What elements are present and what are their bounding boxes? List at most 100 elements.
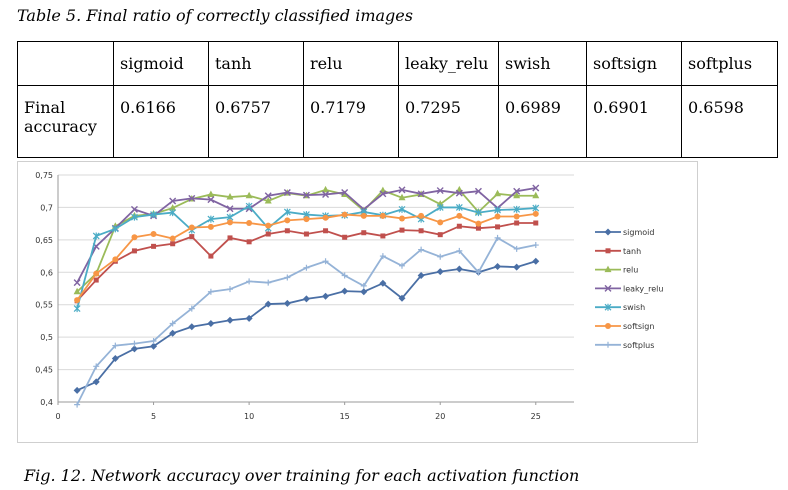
data-point-tanh — [246, 239, 252, 245]
legend-marker — [604, 303, 612, 311]
table-row: Final accuracy 0.6166 0.6757 0.7179 0.72… — [17, 85, 778, 158]
series-line-softplus — [76, 236, 536, 405]
data-point-softplus — [494, 234, 501, 241]
value-cell-tanh: 0.6757 — [208, 85, 304, 158]
data-point-leaky-relu — [417, 190, 425, 198]
data-point-softsign — [207, 223, 214, 230]
data-point-relu — [245, 191, 253, 199]
data-point-leaky-relu — [130, 205, 138, 213]
value-cell-leaky-relu: 0.7295 — [398, 85, 499, 158]
legend-marker — [604, 228, 612, 236]
data-point-softplus — [265, 279, 272, 286]
data-point-sigmoid — [264, 300, 272, 308]
data-point-swish — [455, 203, 463, 211]
x-tick-label: 20 — [435, 412, 445, 421]
data-point-softsign — [494, 213, 501, 220]
data-point-swish — [436, 203, 444, 211]
data-point-sigmoid — [532, 257, 540, 265]
data-point-softplus — [227, 286, 233, 293]
data-point-sigmoid — [398, 294, 406, 302]
data-point-sigmoid — [494, 262, 502, 270]
data-point-sigmoid — [379, 279, 387, 287]
legend-item-softplus: softplus — [595, 341, 654, 350]
y-tick-label: 0,7 — [40, 203, 53, 212]
data-point-tanh — [342, 234, 348, 240]
header-cell-softplus: softplus — [681, 41, 778, 86]
data-point-softplus — [532, 242, 539, 249]
data-point-softsign — [341, 211, 348, 218]
data-point-sigmoid — [226, 316, 234, 324]
data-point-softplus — [169, 320, 176, 327]
legend-label: softplus — [623, 341, 654, 350]
data-point-relu — [73, 287, 81, 295]
data-point-swish — [150, 211, 157, 219]
data-point-softsign — [456, 212, 463, 219]
legend-item-swish: swish — [595, 303, 645, 312]
value-cell-softsign: 0.6901 — [586, 85, 682, 158]
data-point-relu — [513, 191, 521, 199]
header-cell-tanh: tanh — [208, 41, 304, 86]
data-point-softplus — [437, 253, 444, 260]
data-point-tanh — [93, 277, 99, 283]
data-point-swish — [475, 209, 482, 217]
legend-marker — [605, 248, 611, 254]
data-point-leaky-relu — [436, 187, 444, 195]
data-point-leaky-relu — [73, 279, 81, 287]
data-point-swish — [73, 305, 81, 313]
data-point-leaky-relu — [455, 189, 463, 197]
data-point-swish — [532, 204, 540, 212]
data-point-softplus — [188, 305, 195, 312]
data-point-sigmoid — [455, 265, 463, 273]
series-swish — [73, 202, 540, 313]
data-point-relu — [398, 193, 406, 201]
data-point-softsign — [74, 297, 81, 304]
data-point-softsign — [360, 212, 367, 219]
data-point-softsign — [513, 213, 520, 220]
data-point-softsign — [246, 219, 253, 226]
legend-label: tanh — [623, 247, 641, 256]
data-point-sigmoid — [302, 295, 310, 303]
x-tick-label: 25 — [531, 412, 541, 421]
x-tick-label: 5 — [151, 412, 156, 421]
data-point-softsign — [227, 219, 233, 226]
x-tick-label: 0 — [55, 412, 60, 421]
y-tick-label: 0,5 — [40, 333, 53, 342]
data-point-leaky-relu — [322, 190, 330, 198]
data-point-tanh — [399, 227, 405, 233]
data-point-softsign — [475, 220, 482, 227]
y-tick-label: 0,75 — [35, 171, 53, 180]
data-point-leaky-relu — [513, 187, 521, 195]
data-point-softsign — [418, 212, 425, 219]
data-point-sigmoid — [169, 329, 177, 337]
data-point-relu — [226, 193, 234, 200]
data-point-softsign — [532, 210, 539, 217]
data-point-tanh — [227, 235, 233, 241]
data-point-leaky-relu — [207, 196, 215, 204]
data-point-tanh — [475, 225, 481, 231]
data-point-leaky-relu — [532, 184, 540, 192]
data-point-softsign — [379, 212, 386, 219]
header-cell-empty — [17, 41, 114, 86]
y-tick-label: 0,4 — [40, 398, 53, 407]
y-tick-label: 0,6 — [40, 268, 53, 277]
data-point-softplus — [303, 264, 310, 271]
data-point-softplus — [131, 340, 138, 347]
data-point-softplus — [418, 246, 425, 253]
data-point-softplus — [379, 253, 386, 260]
legend-label: sigmoid — [623, 228, 654, 237]
data-point-softplus — [150, 338, 157, 345]
data-point-swish — [111, 225, 119, 233]
data-point-swish — [283, 208, 291, 216]
legend-marker — [605, 341, 611, 348]
data-point-relu — [494, 189, 502, 197]
x-tick-label: 10 — [244, 412, 254, 421]
data-point-tanh — [456, 223, 462, 229]
data-point-leaky-relu — [264, 192, 272, 200]
data-point-softsign — [112, 256, 119, 263]
data-point-softplus — [207, 288, 214, 295]
data-point-tanh — [514, 220, 520, 226]
data-point-softsign — [437, 219, 444, 226]
data-point-tanh — [265, 231, 271, 237]
data-point-softsign — [169, 235, 176, 242]
